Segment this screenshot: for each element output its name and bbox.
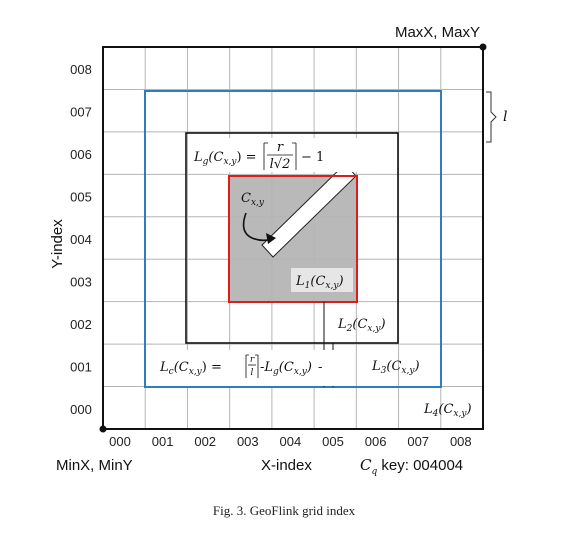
l3-num: 3: [381, 366, 387, 376]
fg-rparen: ) =: [236, 150, 256, 165]
l3-argsub: x,y: [401, 366, 415, 376]
l1-arg: (C: [310, 274, 325, 289]
layer-2-label: L2(Cx,y): [337, 317, 386, 334]
y-tick-label: 003: [70, 275, 92, 290]
cq-key-label: Cq key: 004004: [360, 456, 463, 477]
formula-g: Lg(Cx,y) = r l√2 − 1: [193, 140, 324, 172]
x-tick-label: 006: [365, 434, 387, 449]
fg-tail: − 1: [301, 150, 324, 165]
y-tick-label: 005: [70, 190, 92, 205]
formula-c-rhs: -Lg(Cx,y): [260, 360, 312, 377]
fg-argsub: x,y: [223, 157, 237, 167]
formula-g-lhs: Lg(Cx,y) =: [193, 150, 257, 167]
l2-num: 2: [346, 324, 353, 334]
fg-lhs: L: [193, 150, 203, 165]
cq-key-text: key: 004004: [377, 457, 463, 474]
fc-den: l: [251, 368, 254, 378]
x-tick-label: 004: [280, 434, 302, 449]
fc-rparen: ) =: [202, 360, 222, 375]
layer-1-label-bg: [291, 268, 353, 292]
fc-rparen2: ): [306, 360, 312, 375]
y-tick-labels: 000 001 002 003 004 005 006 007 008: [70, 62, 92, 417]
layer-3-label: L3(Cx,y): [371, 359, 420, 376]
l4-symbol: L: [423, 402, 433, 417]
x-tick-label: 000: [109, 434, 131, 449]
fc-argsub: x,y: [189, 367, 203, 377]
layer-3-box: [144, 90, 442, 388]
min-corner-dot: [99, 425, 107, 433]
cell-symbol: C: [241, 191, 251, 206]
cq-symbol: C: [360, 456, 372, 474]
grid-boundary: [102, 46, 484, 430]
layer-2-box: [185, 132, 399, 344]
x-tick-label: 002: [194, 434, 216, 449]
max-corner-label: MaxX, MaxY: [395, 24, 480, 41]
l-brace: [486, 91, 497, 143]
layer-4-label: L4(Cx,y): [423, 402, 472, 419]
y-tick-label: 007: [70, 105, 92, 120]
formula-c: Lc(Cx,y) = r l -Lg(Cx,y) -: [159, 354, 322, 378]
fg-lhs-sub: g: [203, 157, 209, 167]
fc-tail: -: [318, 360, 322, 375]
fc-arg: (C: [174, 360, 189, 375]
y-axis-title: Y-index: [49, 219, 66, 269]
figure-caption: Fig. 3. GeoFlink grid index: [212, 503, 356, 518]
min-corner-label: MinX, MinY: [56, 457, 133, 474]
formula-c-lhs: Lc(Cx,y) =: [159, 360, 222, 377]
cell-arrow-head: [266, 233, 276, 244]
fc-lhs-sub: c: [169, 367, 174, 377]
l4-num: 4: [432, 409, 439, 419]
fc-arg2: (C: [279, 360, 294, 375]
x-tick-label: 008: [450, 434, 472, 449]
cell-arrow: [242, 212, 273, 242]
y-tick-label: 002: [70, 317, 92, 332]
l4-argsub: x,y: [453, 409, 467, 419]
l1-argsub: x,y: [325, 281, 339, 291]
l2-arg: (C: [352, 317, 367, 332]
fg-ceiling-brackets: [263, 142, 297, 170]
l3-symbol: L: [371, 359, 381, 374]
x-tick-label: 001: [152, 434, 174, 449]
l1-symbol: L: [295, 274, 305, 289]
y-tick-label: 000: [70, 402, 92, 417]
cq-sub: q: [371, 467, 377, 477]
x-tick-label: 007: [407, 434, 429, 449]
y-tick-label: 008: [70, 62, 92, 77]
l4-arg: (C: [438, 402, 453, 417]
l2-argsub: x,y: [367, 324, 381, 334]
l4-close: ): [465, 402, 471, 417]
cell-label: Cx,y: [241, 191, 265, 208]
l3-close: ): [413, 359, 419, 374]
max-corner-dot: [479, 43, 487, 51]
fc-num: r: [250, 355, 255, 365]
l3-arg: (C: [386, 359, 401, 374]
y-tick-label: 006: [70, 147, 92, 162]
cell-sub: x,y: [251, 198, 265, 208]
layer-1-box: [228, 175, 358, 303]
x-tick-labels: 000 001 002 003 004 005 006 007 008: [109, 434, 472, 449]
y-tick-label: 004: [70, 232, 92, 247]
fc-ceiling-brackets: [245, 354, 259, 378]
fg-arg: (C: [208, 150, 223, 165]
y-tick-label: 001: [70, 360, 92, 375]
l-label: l: [503, 109, 507, 125]
l2-symbol: L: [337, 317, 347, 332]
l2-close: ): [379, 317, 385, 332]
x-axis-title: X-index: [261, 457, 312, 474]
l1-close: ): [337, 274, 343, 289]
layer-1-label: L1(Cx,y): [295, 274, 344, 291]
fc-mid-sub: g: [273, 367, 279, 377]
fc-argsub2: x,y: [294, 367, 308, 377]
x-tick-label: 005: [322, 434, 344, 449]
l1-num: 1: [305, 281, 311, 291]
fg-den: l√2: [270, 157, 291, 172]
fc-lhs: L: [159, 360, 169, 375]
x-tick-label: 003: [237, 434, 259, 449]
fg-num: r: [277, 140, 284, 155]
fc-mid: -L: [260, 360, 273, 375]
